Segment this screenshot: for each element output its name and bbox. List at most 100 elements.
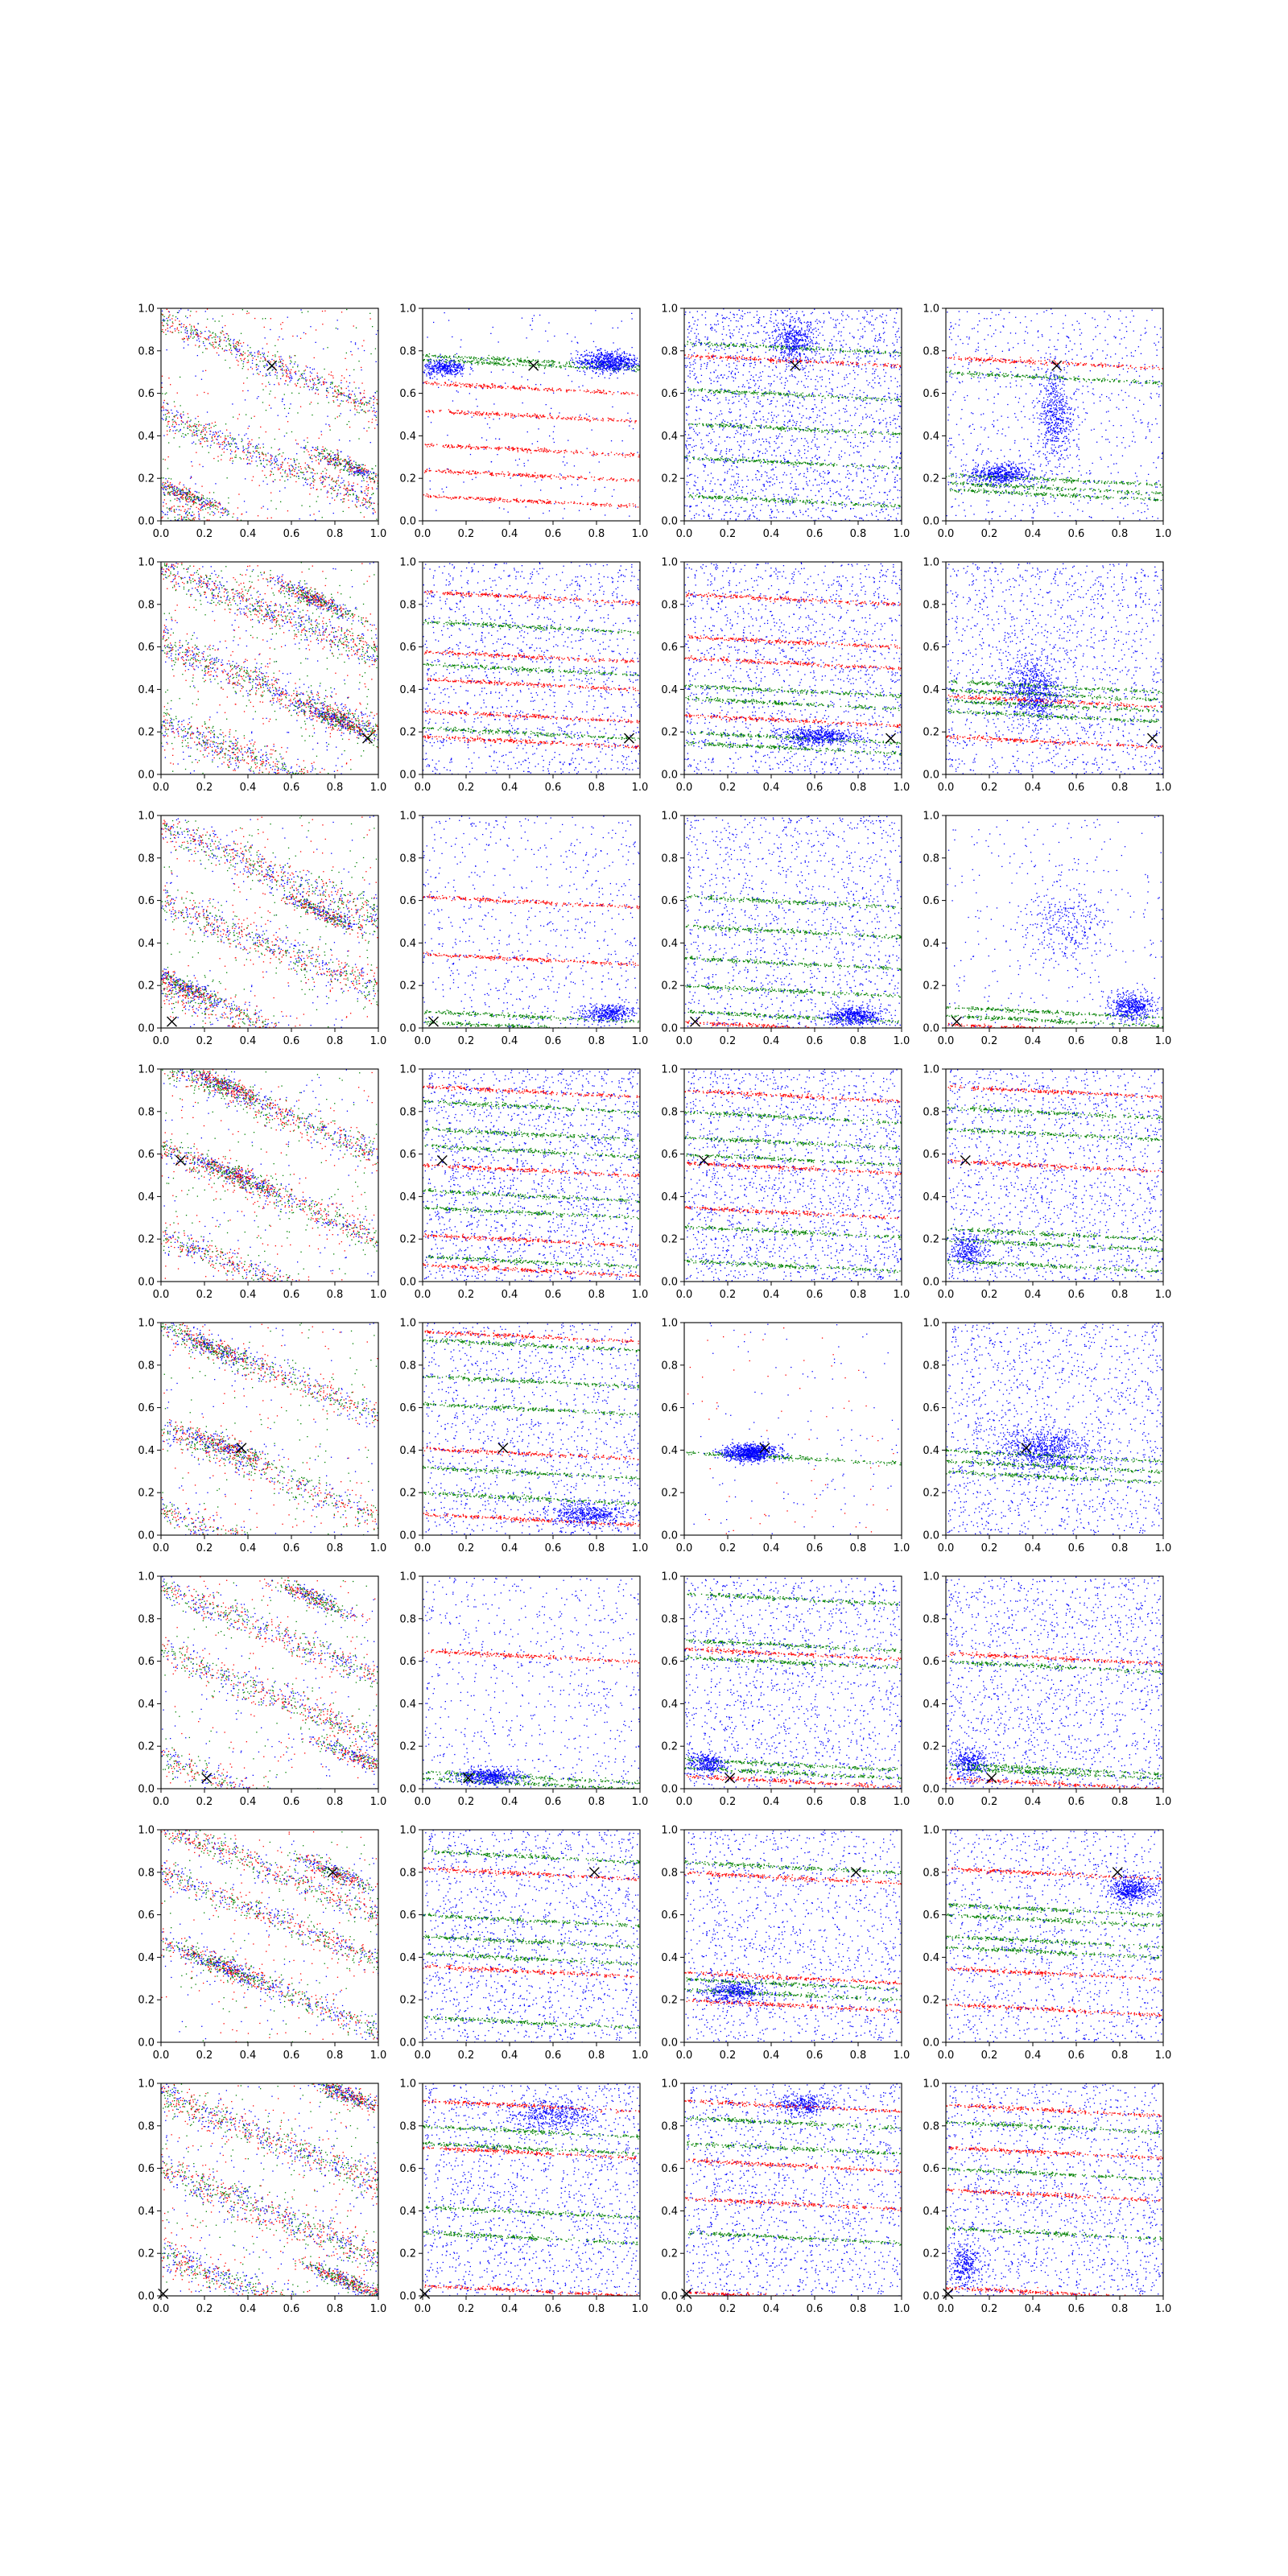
point [444,361,445,362]
point [462,383,463,384]
point [335,418,336,419]
point [605,363,606,364]
point [249,312,250,313]
point [207,519,208,520]
point [291,470,292,471]
point [471,364,472,365]
point [187,510,188,511]
point [357,484,358,485]
point [569,362,570,363]
point [545,475,546,476]
point [168,442,169,443]
point [487,388,488,389]
point [179,310,180,311]
point [315,519,316,520]
point [165,482,166,483]
point [360,400,361,401]
point [430,377,431,378]
point [272,462,273,463]
point [597,355,598,356]
point [360,402,361,403]
point [631,365,632,366]
point [240,353,241,354]
point [215,425,216,426]
point [613,362,614,363]
point [257,446,258,447]
point [243,450,244,451]
point [310,457,311,458]
point [235,447,236,448]
point [350,351,351,352]
point [300,466,301,467]
point [277,351,278,352]
point [550,501,551,502]
point [583,368,584,369]
point [487,499,488,500]
point [536,477,537,478]
point [196,424,197,425]
point [203,505,204,506]
point [229,367,230,368]
point [591,366,592,367]
point [271,472,272,473]
point [327,490,328,491]
point [165,419,166,420]
point [629,360,630,361]
point [586,419,587,420]
point [194,327,195,328]
point [593,419,594,420]
point [608,418,609,419]
point [248,350,249,351]
point [484,447,485,448]
point [601,360,602,361]
point [189,501,190,502]
point [329,426,330,427]
point [459,498,460,499]
point [336,495,337,496]
point [545,388,546,389]
point [372,508,373,509]
point [373,472,374,473]
point [448,497,449,498]
point [618,505,619,506]
point [481,414,482,415]
point [215,422,216,423]
point [595,364,596,365]
point [598,369,599,370]
point [326,469,327,470]
point [535,360,536,361]
point [358,438,359,439]
point [249,441,250,442]
point [468,413,469,414]
point [162,484,163,485]
point [426,471,427,472]
point [504,476,505,477]
point [532,389,533,390]
point [513,475,514,476]
point [481,361,482,362]
point [314,449,315,450]
point [609,367,610,368]
point [370,472,371,473]
point [215,502,216,503]
point [526,452,527,453]
point [622,361,623,362]
point [517,364,518,365]
point [348,495,349,496]
point [213,492,214,493]
point [262,453,263,454]
point [559,479,560,480]
point [191,334,192,335]
point [526,361,527,362]
point [337,416,338,417]
point [459,413,460,414]
point [345,459,346,460]
point [168,311,169,312]
point [599,392,600,393]
point [289,470,290,471]
point [518,388,519,389]
point [551,389,552,390]
point [369,401,370,402]
point [373,405,374,406]
point [477,448,478,449]
